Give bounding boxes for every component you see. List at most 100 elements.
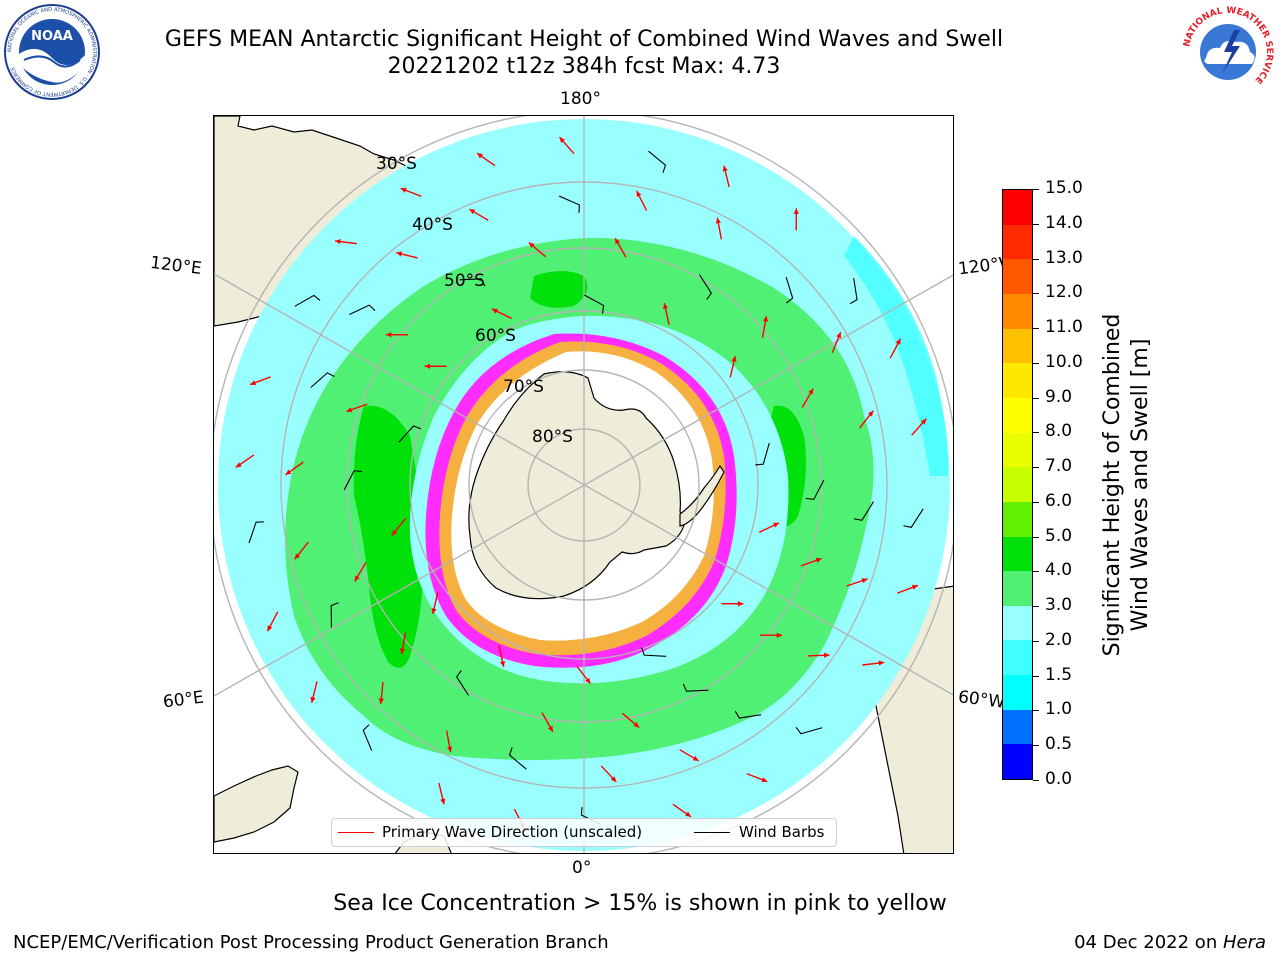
colorbar-tick-label: 7.0 [1045,456,1073,477]
wind-barb [903,508,924,528]
chart-subtitle: 20221202 t12z 384h fcst Max: 4.73 [387,54,781,79]
wind-barb [785,276,794,304]
wind-barb [398,425,422,443]
wave-direction-arrowhead [346,407,353,413]
wave-direction-arrowhead [559,137,566,143]
wave-direction-arrowhead [378,698,384,704]
wind-barb [795,727,823,735]
wave-direction-arrowhead [920,418,927,425]
colorbar-segment [1003,190,1032,225]
wind-barb [682,683,709,692]
wave-direction-arrowhead [285,469,292,475]
wave-direction-arrowhead [722,165,728,172]
wave-direction-arrowhead [400,187,407,193]
sea-ice-footnote: Sea Ice Concentration > 15% is shown in … [333,891,947,916]
wave-direction-arrowhead [431,608,437,614]
wave-direction-arrowhead [391,529,398,536]
colorbar-tick-label: 11.0 [1045,317,1083,338]
wave-direction-arrowhead [773,522,780,528]
wave-direction-arrowhead [547,725,553,732]
colorbar-segment [1003,640,1032,676]
wind-barb [349,304,376,316]
wave-direction-arrowhead [267,625,273,632]
wind-barb [734,710,762,719]
wave-direction-arrowhead [294,553,301,560]
wave-direction-arrowhead [310,696,316,703]
land-south-africa [214,765,299,843]
wind-barb [330,602,339,628]
wave-direction-arrowhead [250,380,257,386]
credit-date: 04 Dec 2022 on Hera [1074,932,1266,953]
wind-barb [248,521,265,544]
wave-direction-arrowhead [731,356,737,362]
wave-direction-arrowhead [895,338,901,345]
chart-title: GEFS MEAN Antarctic Significant Height o… [164,27,1004,52]
wave-direction-arrowhead [469,209,476,215]
wind-barb [558,195,580,213]
legend-label-wave-direction: Primary Wave Direction (unscaled) [382,823,643,841]
wave-direction-arrowhead [354,575,360,582]
colorbar-segment [1003,744,1032,779]
wind-barb [310,372,335,388]
colorbar-tick-label: 2.0 [1045,629,1073,650]
wind-barb [648,150,667,173]
colorbar-segment [1003,467,1032,502]
wave-direction-arrowhead [610,776,617,782]
wave-direction-arrowhead [836,332,842,339]
wave-direction-arrowhead [861,578,868,584]
lat-label-50s: 50°S [444,271,485,291]
wave-direction-arrowhead [761,777,768,783]
lat-label-60s: 60°S [475,326,516,346]
wind-barb [584,294,605,314]
wave-direction-arrowhead [685,811,692,817]
colorbar-tick-label: 12.0 [1045,282,1083,303]
colorbar-tick-label: 4.0 [1045,560,1073,581]
wave-direction-arrowhead [878,660,885,666]
lon-label-60e: 60°E [161,687,205,713]
wind-barb [455,670,469,696]
wind-barb [755,442,770,466]
colorbar-segment [1003,675,1032,710]
wave-direction-arrowhead [615,238,621,245]
wave-direction-arrowhead [396,251,403,257]
credit-date-text: 04 Dec 2022 on [1074,932,1223,953]
credit-branch: NCEP/EMC/Verification Post Processing Pr… [13,932,609,953]
polar-map-svg: 30°S 40°S 50°S 60°S 70°S 80°S [214,116,953,853]
wave-direction-arrowhead [476,153,483,159]
meridian-60e-120w [214,274,953,697]
wave-direction-arrowhead [385,332,392,338]
colorbar-segment [1003,571,1032,606]
colorbar-ticks: 0.0 0.5 1.0 1.5 2.0 3.0 4.0 5.0 6.0 7.0 8.0 9.0 10.0… [1033,178,1113,789]
colorbar-segment [1003,501,1032,537]
wave-direction-arrowhead [399,648,406,655]
colorbar-segment [1003,709,1032,745]
wind-barb [508,747,527,770]
wind-barb [641,647,667,657]
colorbar-tick-label: 9.0 [1045,386,1073,407]
colorbar-tick-label: 15.0 [1045,178,1083,198]
wave-direction-arrowhead [636,190,642,197]
colorbar-tick-label: 10.0 [1045,351,1083,372]
wave-direction-arrowhead [447,746,453,753]
colorbar-tick-label: 5.0 [1045,525,1073,546]
lat-label-70s: 70°S [503,377,544,397]
wind-barb [699,274,713,300]
wave-direction-arrowhead [440,798,446,805]
wave-band-4-5m-west [353,405,423,668]
wave-direction-arrowhead [491,308,498,314]
lon-label-0: 0° [572,858,592,878]
colorbar-segment [1003,432,1032,468]
wave-direction-arrowhead [762,315,769,322]
lon-label-120e: 120°E [148,252,203,280]
polar-map: 30°S 40°S 50°S 60°S 70°S 80°S [213,115,954,854]
colorbar-segment [1003,328,1032,364]
lat-label-30s: 30°S [376,154,417,174]
wave-direction-arrowhead [585,677,591,684]
wave-direction-arrowhead [737,601,744,607]
wave-direction-arrowhead [662,303,669,310]
colorbar-segment [1003,224,1032,260]
wind-barb [294,294,321,307]
wave-direction-arrowhead [867,410,874,417]
wave-direction-arrowhead [776,632,783,638]
colorbar-title-line1: Significant Height of Combined [1100,313,1125,657]
